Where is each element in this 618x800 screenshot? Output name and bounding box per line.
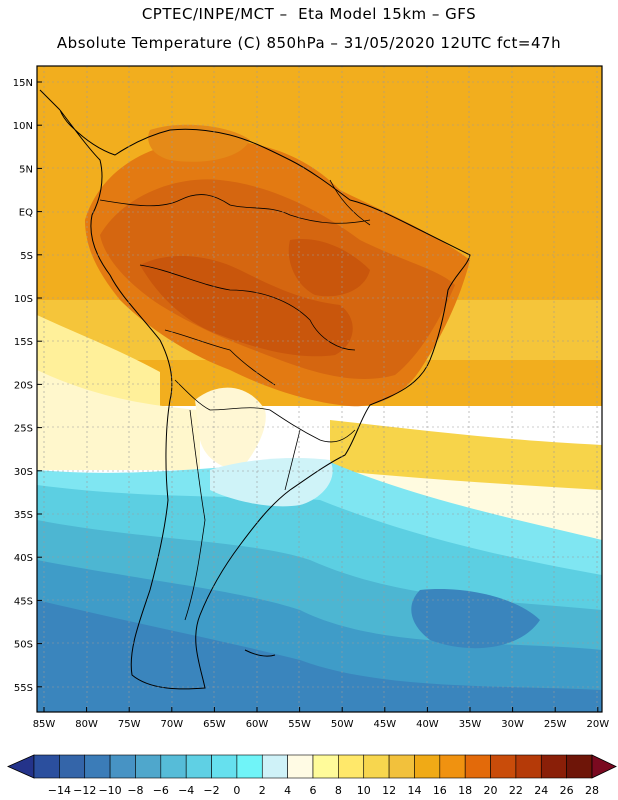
lat-label-20s: 20S: [14, 380, 33, 391]
colorbar-label: −10: [98, 784, 121, 797]
lat-label-35s: 35S: [14, 510, 33, 521]
lat-label-40s: 40S: [14, 553, 33, 564]
colorbar-swatch-7: [211, 754, 238, 779]
colorbar-label: 14: [407, 784, 421, 797]
lon-label-60w: 60W: [246, 719, 269, 730]
lon-label-65w: 65W: [203, 719, 226, 730]
colorbar-swatch-21: [566, 754, 593, 779]
title-line-2: Absolute Temperature (C) 850hPa – 31/05/…: [56, 34, 562, 52]
colorbar-swatch-13: [363, 754, 390, 779]
longitude-ticks: 85W 80W 75W 70W 65W 60W 55W 50W 45W 40W 35W 30W 25W 2…: [33, 707, 609, 730]
colorbar-under-arrow: [7, 754, 35, 779]
colorbar-label: 2: [259, 784, 266, 797]
colorbar-label: 0: [233, 784, 240, 797]
colorbar-swatch-19: [515, 754, 542, 779]
colorbar-swatch-8: [236, 754, 263, 779]
lat-label-eq: EQ: [19, 208, 33, 219]
colorbar-swatch-17: [464, 754, 491, 779]
colorbar-over-arrow: [591, 754, 617, 779]
colorbar-swatch-18: [490, 754, 517, 779]
coastline: [39, 89, 471, 690]
colorbar-label: 26: [560, 784, 574, 797]
lon-label-80w: 80W: [75, 719, 98, 730]
colorbar-label: 10: [357, 784, 371, 797]
colorbar-label: 18: [458, 784, 472, 797]
colorbar-label: 12: [382, 784, 396, 797]
lat-label-5s: 5S: [20, 251, 33, 262]
lat-label-10s: 10S: [14, 294, 33, 305]
colorbar-swatch-16: [439, 754, 466, 779]
colorbar-swatch-11: [312, 754, 339, 779]
colorbar-swatch-3: [109, 754, 136, 779]
colorbar-label: −4: [178, 784, 194, 797]
lon-label-50w: 50W: [331, 719, 354, 730]
colorbar-swatch-0: [33, 754, 60, 779]
lat-label-45s: 45S: [14, 596, 33, 607]
lon-label-75w: 75W: [118, 719, 141, 730]
lat-label-25s: 25S: [14, 424, 33, 435]
colorbar-swatch-12: [338, 754, 365, 779]
colorbar-label: 6: [310, 784, 317, 797]
colorbar-label: 22: [509, 784, 523, 797]
colorbar-label: 4: [284, 784, 291, 797]
colorbar-swatch-20: [540, 754, 567, 779]
lon-label-25w: 25W: [544, 719, 567, 730]
lon-label-85w: 85W: [33, 719, 56, 730]
colorbar-label: −8: [127, 784, 143, 797]
colorbar-swatch-2: [84, 754, 111, 779]
colorbar: −14 −12 −10 −8 −6 −4 −2 0 2 4 6 8 10 12 14 16 18 20 22 24 26…: [7, 754, 617, 797]
colorbar-swatch-5: [160, 754, 187, 779]
colorbar-swatch-4: [135, 754, 162, 779]
colorbar-swatch-14: [388, 754, 415, 779]
colorbar-label: −2: [203, 784, 219, 797]
colorbar-label: 20: [484, 784, 498, 797]
title-line-1: CPTEC/INPE/MCT – Eta Model 15km – GFS: [141, 5, 477, 23]
lat-label-15s: 15S: [14, 337, 33, 348]
map-frame: [36, 65, 603, 713]
colorbar-swatch-6: [185, 754, 212, 779]
lat-label-10n: 10N: [13, 121, 33, 132]
latitude-ticks: 15N 10N 5N EQ 5S 10S 15S 20S 25S 30S 35S 40S 45S 50S 5…: [13, 78, 42, 694]
country-borders: [99, 179, 371, 621]
colorbar-label: 16: [433, 784, 447, 797]
colorbar-label: −6: [153, 784, 169, 797]
temperature-field: [37, 66, 602, 712]
lon-label-30w: 30W: [501, 719, 524, 730]
lon-label-20w: 20W: [586, 719, 609, 730]
colorbar-swatch-15: [414, 754, 441, 779]
lon-label-35w: 35W: [459, 719, 482, 730]
lon-label-70w: 70W: [160, 719, 183, 730]
colorbar-swatch-9: [261, 754, 288, 779]
colorbar-label: 28: [585, 784, 599, 797]
colorbar-label: 8: [335, 784, 342, 797]
lat-label-55s: 55S: [14, 683, 33, 694]
colorbar-label: 24: [534, 784, 548, 797]
lat-label-50s: 50S: [14, 640, 33, 651]
lat-label-5n: 5N: [19, 164, 33, 175]
lon-label-45w: 45W: [373, 719, 396, 730]
lat-label-30s: 30S: [14, 467, 33, 478]
colorbar-swatch-10: [287, 754, 314, 779]
lon-label-55w: 55W: [288, 719, 311, 730]
colorbar-label: −14: [48, 784, 71, 797]
lat-label-15n: 15N: [13, 78, 33, 89]
graticule: [37, 66, 602, 712]
lon-label-40w: 40W: [416, 719, 439, 730]
colorbar-swatch-1: [59, 754, 86, 779]
colorbar-label: −12: [73, 784, 96, 797]
